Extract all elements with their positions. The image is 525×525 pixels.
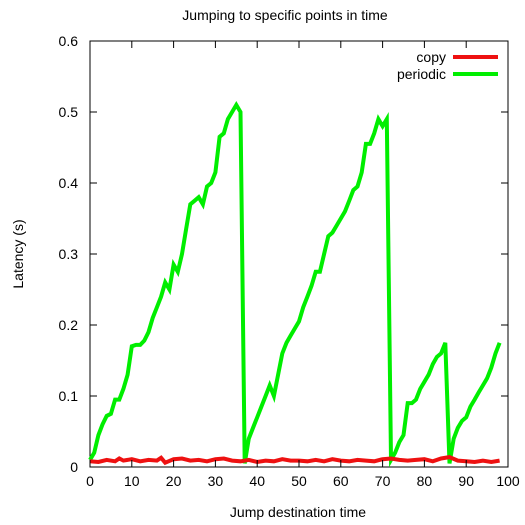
series-layer	[88, 100, 502, 468]
x-tick-label: 50	[291, 473, 307, 489]
y-tick-label: 0.2	[59, 317, 79, 333]
x-tick-label: 0	[86, 473, 94, 489]
y-axis-title: Latency (s)	[10, 219, 26, 288]
x-tick-label: 80	[417, 473, 433, 489]
x-tick-label: 100	[496, 473, 520, 489]
series-line-copy	[89, 455, 500, 466]
x-tick-label: 30	[208, 473, 224, 489]
legend-label-copy: copy	[416, 49, 446, 65]
y-tick-label: 0.6	[59, 33, 79, 49]
y-tick-label: 0.5	[59, 104, 79, 120]
x-axis-title: Jump destination time	[230, 504, 366, 520]
y-tick-label: 0.1	[59, 388, 79, 404]
series-line-periodic	[88, 100, 502, 468]
y-tick-label: 0	[70, 459, 78, 475]
legend-label-periodic: periodic	[397, 66, 446, 82]
x-tick-label: 60	[333, 473, 349, 489]
x-tick-label: 10	[124, 473, 140, 489]
x-tick-label: 90	[458, 473, 474, 489]
x-tick-label: 20	[166, 473, 182, 489]
y-tick-label: 0.3	[59, 246, 79, 262]
axis-ticks: 0 10 20 30 40 50 60 70 80 90 100 0 0.1 0.2 0.3 0.4 0.5 0.…	[59, 33, 520, 489]
plot-border	[89, 40, 509, 468]
x-tick-label: 70	[375, 473, 391, 489]
plot-area	[89, 40, 509, 468]
y-tick-label: 0.4	[59, 175, 79, 191]
chart-title: Jumping to specific points in time	[182, 7, 388, 23]
x-tick-label: 40	[249, 473, 265, 489]
